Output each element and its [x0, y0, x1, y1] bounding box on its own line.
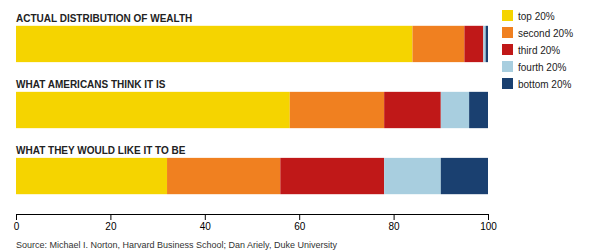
x-tick: 20	[105, 214, 117, 232]
bar	[384, 92, 441, 128]
legend-item: second 20%	[502, 27, 573, 39]
series	[16, 26, 412, 194]
x-axis: 0 20 40 60 80 100	[14, 214, 498, 232]
bar	[16, 158, 167, 194]
legend-item: fourth 20%	[502, 61, 566, 73]
bar	[16, 92, 290, 128]
legend-item: bottom 20%	[502, 78, 571, 90]
x-tick-label: 40	[200, 221, 212, 232]
bar	[16, 26, 412, 62]
source: Source: Michael I. Norton, Harvard Busin…	[16, 240, 337, 250]
bar	[469, 92, 488, 128]
x-tick: 80	[389, 214, 401, 232]
bar	[486, 26, 488, 62]
bars	[16, 26, 488, 194]
legend-item: top 20%	[502, 10, 555, 22]
x-tick-label: 20	[105, 221, 117, 232]
bar	[441, 92, 469, 128]
x-axis-line	[17, 215, 489, 221]
category-labels: ACTUAL DISTRIBUTION OF WEALTH WHAT AMERIC…	[16, 13, 192, 156]
legend: top 20% second 20% third 20% fourth 20% bott…	[502, 10, 573, 90]
legend-item: third 20%	[502, 44, 560, 56]
x-tick: 100	[480, 214, 497, 232]
series	[167, 26, 464, 194]
x-tick: 60	[294, 214, 306, 232]
bar	[441, 158, 488, 194]
bar	[290, 92, 384, 128]
x-tick-label: 60	[294, 221, 306, 232]
x-tick: 40	[200, 214, 212, 232]
plot: ACTUAL DISTRIBUTION OF WEALTH WHAT AMERIC…	[14, 13, 498, 232]
category-label: WHAT AMERICANS THINK IT IS	[16, 79, 166, 90]
legend-swatch	[502, 78, 513, 89]
bar	[483, 26, 485, 62]
legend-label: third 20%	[518, 45, 560, 56]
category-label: ACTUAL DISTRIBUTION OF WEALTH	[16, 13, 192, 24]
x-tick-mark	[205, 214, 206, 220]
legend-label: fourth 20%	[518, 62, 566, 73]
legend-swatch	[502, 61, 513, 72]
bar	[280, 158, 384, 194]
x-tick-label: 0	[14, 221, 20, 232]
x-tick-mark	[16, 214, 17, 220]
bar	[412, 26, 464, 62]
x-tick-mark	[488, 214, 489, 220]
legend-label: second 20%	[518, 28, 573, 39]
legend-label: bottom 20%	[518, 79, 571, 90]
legend-swatch	[502, 44, 513, 55]
legend-label: top 20%	[518, 11, 555, 22]
bar	[464, 26, 483, 62]
x-tick-label: 100	[480, 221, 497, 232]
x-tick-mark	[110, 214, 111, 220]
series	[441, 26, 488, 194]
chart: ACTUAL DISTRIBUTION OF WEALTH WHAT AMERIC…	[0, 0, 600, 252]
bar	[167, 158, 280, 194]
legend-swatch	[502, 10, 513, 21]
bar	[384, 158, 441, 194]
x-tick: 0	[14, 214, 20, 232]
legend-swatch	[502, 27, 513, 38]
x-tick-mark	[394, 214, 395, 220]
x-tick-mark	[299, 214, 300, 220]
x-tick-label: 80	[389, 221, 401, 232]
category-label: WHAT THEY WOULD LIKE IT TO BE	[16, 145, 186, 156]
